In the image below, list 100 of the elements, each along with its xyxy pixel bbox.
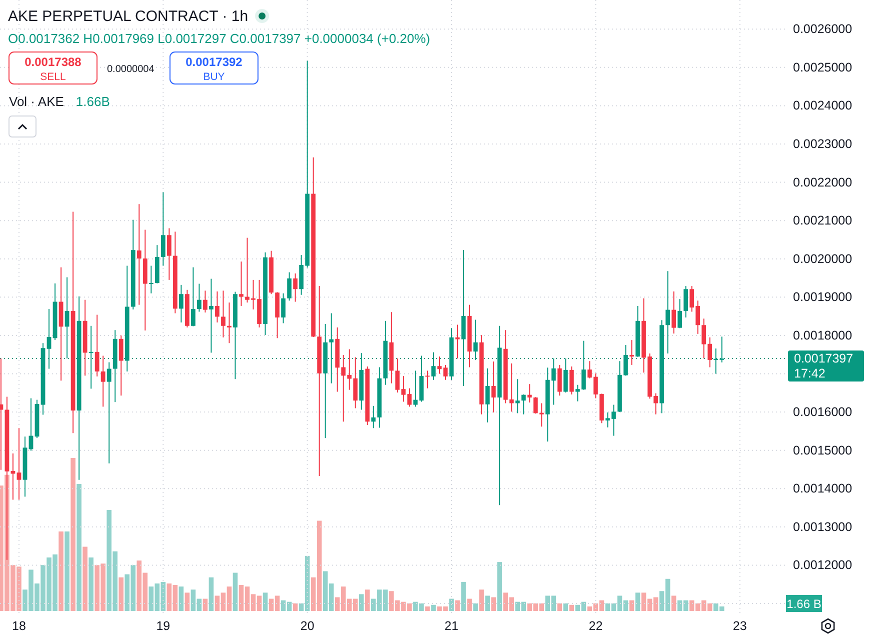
bar [473,603,478,611]
candlestick [666,270,670,354]
annotation: BUY [203,71,225,83]
candlestick [491,360,496,413]
bar [208,577,214,611]
candlestick [443,364,448,380]
annotation: 0.0017388 [24,55,82,69]
bar [365,590,370,611]
bar [232,572,238,611]
candlestick [16,428,22,500]
y-tick-label: 0.0016000 [793,405,852,420]
candlestick [215,290,220,323]
bar [557,603,562,611]
candlestick [203,290,208,313]
candlestick [630,340,634,366]
bar [82,546,88,611]
bar [118,577,124,611]
y-tick-label: 0.0024000 [793,98,852,113]
candlestick [539,402,544,428]
x-tick-label: 20 [300,618,314,633]
candlestick [413,370,418,408]
bar [292,603,298,611]
y-tick-label: 0.0018000 [793,328,852,342]
candlestick [197,283,202,312]
candlestick [100,355,106,408]
candlestick [148,265,154,294]
bar [635,592,640,611]
bar [629,600,634,611]
bar [262,592,268,611]
candlestick [684,286,688,318]
candlestick [485,368,490,423]
candlestick [557,364,562,396]
y-tick-label: 0.0023000 [793,136,852,151]
candlestick [293,272,298,302]
bar [184,592,190,611]
bar [671,596,676,611]
y-tick-label: 0.0019000 [793,290,852,304]
candlestick [281,292,286,324]
candlestick [678,298,682,329]
bar [569,604,574,611]
y-tick-label: 0.0021000 [793,214,852,228]
annotation: 1.66B [76,94,110,109]
candlestick [353,356,358,409]
bar [455,600,460,611]
candlestick [527,384,532,403]
bar [461,582,466,611]
bar [491,597,496,611]
candlestick [455,324,460,359]
bar [431,604,436,611]
candlestick [166,228,172,280]
bar [563,603,568,611]
candlestick [136,204,142,306]
candlestick [401,376,406,402]
candlestick [395,358,400,394]
bar [479,590,484,611]
candlestick [227,302,232,344]
candlestick [178,284,184,323]
text: 1.66 B [786,597,822,611]
bar [497,562,502,611]
candlestick [569,366,574,395]
x-tick-label: 22 [588,618,603,633]
candlestick [221,290,226,338]
bar [64,531,70,611]
text: O0.0017362 H0.0017969 L0.0017297 C0.0017397 +0.0000034 (+0.20%) [8,31,430,46]
y-tick-label: 0.0022000 [793,175,852,190]
candlestick [521,394,526,415]
bar [88,557,94,611]
candlestick [209,278,214,354]
y-tick-label: 0.0025000 [793,60,852,74]
candlestick [190,266,196,327]
annotation: 0.0000004 [107,64,155,75]
annotation: Vol · AKE [9,94,64,109]
y-tick-label: 0.0014000 [793,482,852,496]
y-tick-label: 0.0020000 [793,252,852,266]
bar [70,458,76,611]
bar [467,598,472,611]
candlestick [287,272,292,302]
candlestick [118,334,124,396]
candlestick [160,192,166,266]
candlestick [371,405,376,429]
candlestick [239,261,244,306]
text: AKE PERPETUAL CONTRACT · 1h [8,8,248,25]
bar [76,484,82,611]
x-tick-label: 18 [12,618,26,633]
candlestick [533,396,538,414]
candlestick [672,290,676,334]
bar [178,586,184,611]
y-tick-label: 0.0026000 [793,22,852,36]
bar [425,606,430,611]
x-tick-label: 23 [732,618,747,633]
text: 17:42 [794,366,826,381]
bar [202,598,208,611]
x-tick-label: 21 [444,618,459,633]
candlestick [407,388,412,408]
annotation: 0.0017392 [186,55,243,69]
y-tick-label: 0.0015000 [793,443,852,458]
candlestick [106,362,112,464]
candlestick [94,314,100,377]
bar [359,594,364,611]
bar [58,531,64,611]
